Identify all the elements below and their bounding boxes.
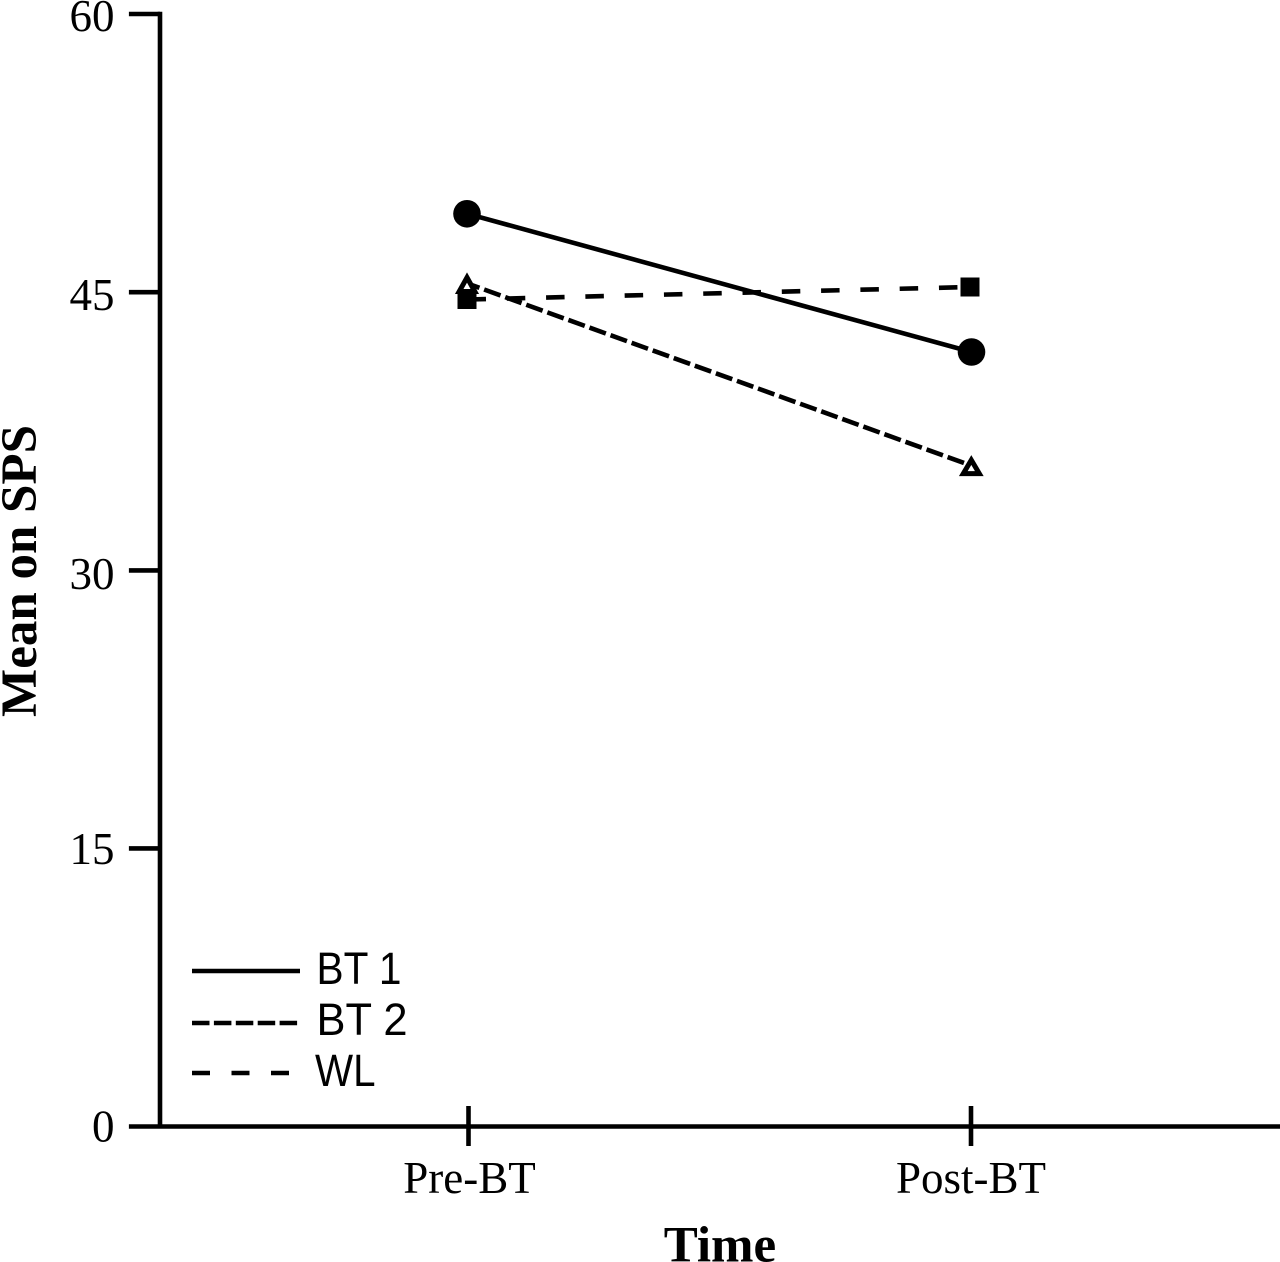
- svg-text:45: 45: [70, 270, 115, 320]
- svg-text:Time: Time: [664, 1218, 776, 1262]
- svg-text:BT 1: BT 1: [317, 943, 402, 994]
- svg-text:Pre-BT: Pre-BT: [403, 1153, 535, 1203]
- svg-text:WL: WL: [315, 1045, 376, 1096]
- svg-text:Mean on SPS: Mean on SPS: [0, 425, 48, 717]
- svg-text:60: 60: [70, 0, 115, 41]
- svg-text:Post-BT: Post-BT: [896, 1153, 1046, 1203]
- svg-text:15: 15: [70, 824, 115, 874]
- svg-text:BT 2: BT 2: [317, 994, 408, 1045]
- svg-text:30: 30: [70, 549, 115, 599]
- svg-text:0: 0: [92, 1102, 115, 1152]
